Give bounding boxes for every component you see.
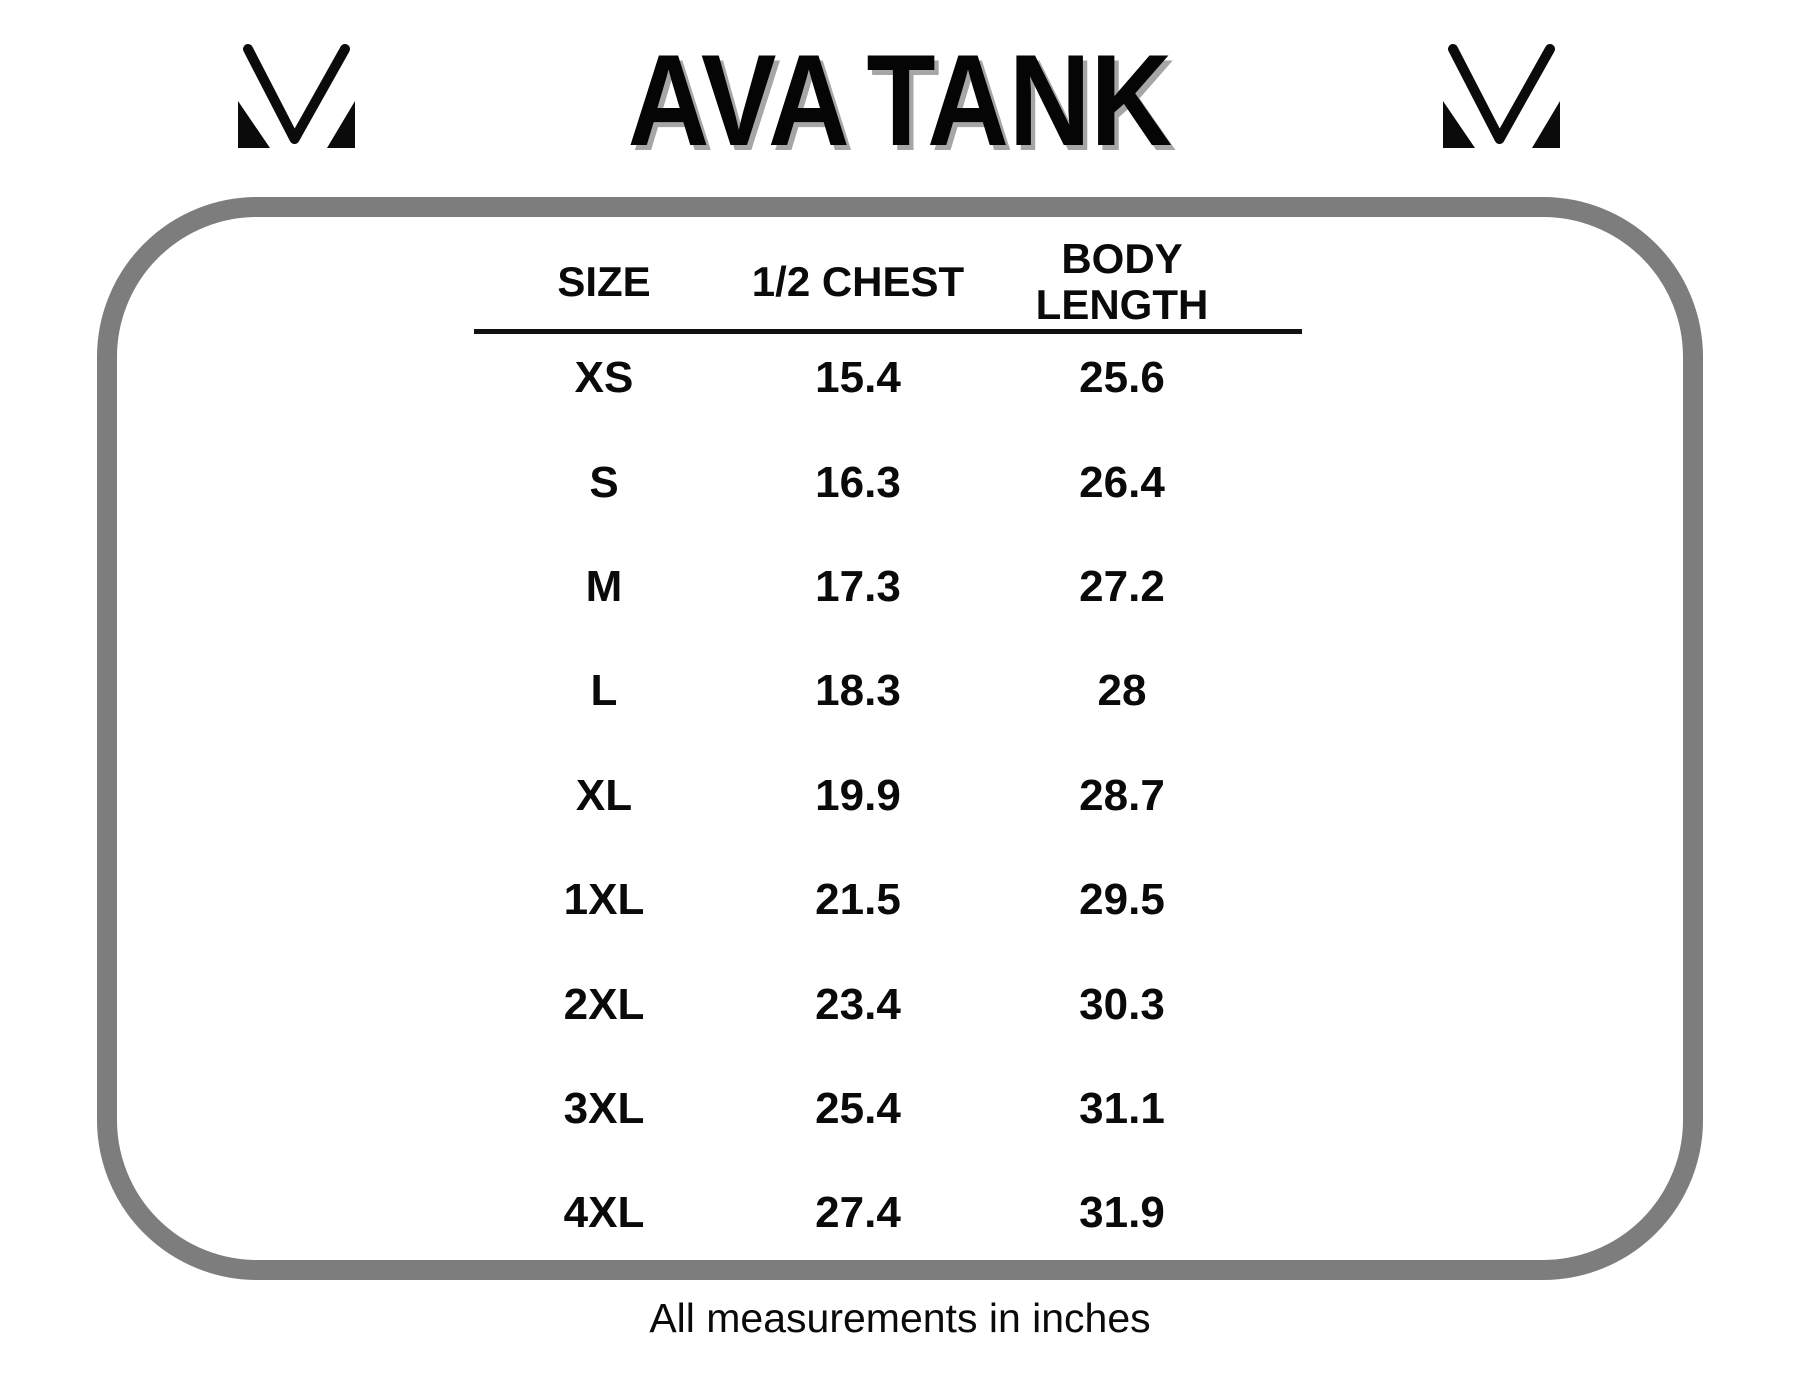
cell-chest: 17.3 bbox=[815, 561, 901, 611]
cell-size: M bbox=[585, 561, 623, 611]
table-row: L 18.3 28 bbox=[474, 639, 1262, 743]
cell-size: 4XL bbox=[563, 1188, 645, 1238]
table-row: 4XL 27.4 31.9 bbox=[474, 1161, 1262, 1265]
cell-size: S bbox=[589, 457, 619, 507]
cell-body: 25.6 bbox=[1079, 353, 1165, 403]
cell-chest: 25.4 bbox=[815, 1083, 901, 1133]
table-row: S 16.3 26.4 bbox=[474, 430, 1262, 534]
cell-body: 27.2 bbox=[1079, 561, 1165, 611]
cell-size: 2XL bbox=[563, 979, 645, 1029]
table-row: 3XL 25.4 31.1 bbox=[474, 1057, 1262, 1161]
cell-chest: 15.4 bbox=[815, 353, 901, 403]
page-title: AVA TANK bbox=[0, 34, 1800, 166]
cell-size: XS bbox=[574, 353, 634, 403]
brand-logo-left bbox=[238, 42, 355, 148]
cell-body: 28.7 bbox=[1079, 770, 1165, 820]
cell-body: 28 bbox=[1097, 666, 1147, 716]
mv-monogram-icon bbox=[238, 44, 355, 148]
cell-size: 3XL bbox=[563, 1083, 645, 1133]
col-header-size: SIZE bbox=[557, 258, 651, 305]
cell-chest: 19.9 bbox=[815, 770, 901, 820]
brand-logo-right bbox=[1443, 42, 1560, 148]
cell-chest: 23.4 bbox=[815, 979, 901, 1029]
col-header-body-length-text: BODY LENGTH bbox=[1035, 235, 1209, 328]
cell-chest: 27.4 bbox=[815, 1188, 901, 1238]
table-row: XS 15.4 25.6 bbox=[474, 326, 1262, 430]
cell-chest: 16.3 bbox=[815, 457, 901, 507]
page-title-text: AVA TANK bbox=[627, 27, 1173, 173]
table-body: XS 15.4 25.6 S 16.3 26.4 M 17.3 27.2 L 1… bbox=[474, 326, 1262, 1266]
col-header-body-length: BODY LENGTH bbox=[982, 236, 1262, 328]
cell-body: 30.3 bbox=[1079, 979, 1165, 1029]
size-chart-frame bbox=[97, 197, 1703, 1280]
cell-body: 26.4 bbox=[1079, 457, 1165, 507]
header-divider bbox=[474, 329, 1302, 334]
cell-body: 31.9 bbox=[1079, 1188, 1165, 1238]
table-row: 2XL 23.4 30.3 bbox=[474, 952, 1262, 1056]
cell-body: 29.5 bbox=[1079, 875, 1165, 925]
cell-body: 31.1 bbox=[1079, 1083, 1165, 1133]
cell-chest: 18.3 bbox=[815, 666, 901, 716]
table-row: 1XL 21.5 29.5 bbox=[474, 848, 1262, 952]
cell-chest: 21.5 bbox=[815, 875, 901, 925]
cell-size: 1XL bbox=[563, 875, 645, 925]
table-row: XL 19.9 28.7 bbox=[474, 744, 1262, 848]
table-header-row: SIZE 1/2 CHEST BODY LENGTH bbox=[474, 232, 1262, 332]
table-row: M 17.3 27.2 bbox=[474, 535, 1262, 639]
mv-monogram-icon bbox=[1443, 44, 1560, 148]
cell-size: XL bbox=[575, 770, 633, 820]
footer-note: All measurements in inches bbox=[649, 1295, 1151, 1341]
col-header-half-chest: 1/2 CHEST bbox=[751, 258, 965, 305]
cell-size: L bbox=[590, 666, 618, 716]
